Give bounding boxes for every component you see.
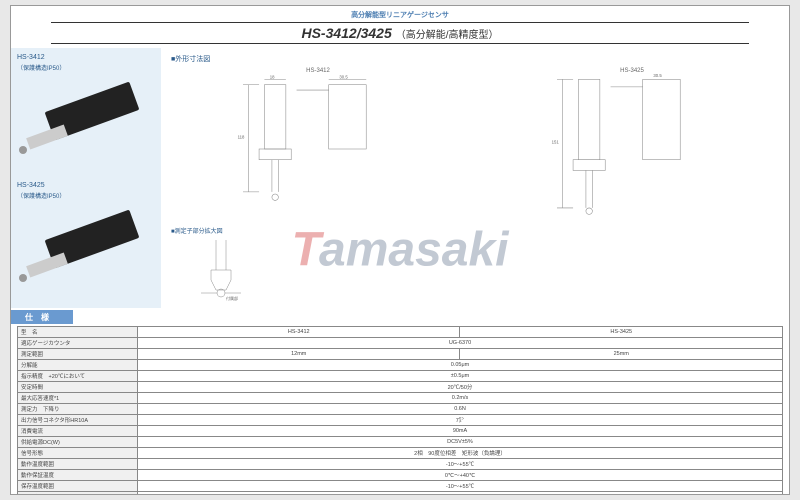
tech-drawing-1: 118 18 30.5: [171, 74, 465, 224]
svg-text:18: 18: [270, 74, 275, 79]
spec-row: 最大応答速度*10.2m/s: [18, 393, 783, 404]
header: 高分解能型リニアゲージセンサ HS-3412/3425 （高分解能/高精度型）: [11, 6, 789, 48]
sensor-photo-1: [17, 76, 147, 176]
title-sub: （高分解能/高精度型）: [396, 26, 499, 41]
diagram-hs3425: HS-3425 151 30.5: [485, 68, 779, 218]
spec-row: 型 名HS-3412HS-3425: [18, 327, 783, 338]
spec-row: 動作保証温度0℃～+40℃: [18, 470, 783, 481]
spec-row: 適応ゲージカウンタUG-6370: [18, 338, 783, 349]
spec-row: 保存温度範囲-10～+55℃: [18, 481, 783, 492]
left-column: HS-3412 （保護構造IP50） HS-3425 （保護構造IP50）: [11, 48, 161, 308]
spec-row: 安定時間20℃/50分: [18, 382, 783, 393]
model1-label: HS-3412: [17, 54, 155, 61]
outline-diagrams: HS-3412 118 18 30.5: [171, 68, 779, 218]
model1-sub: （保護構造IP50）: [17, 63, 155, 72]
spec-row: 消費電流90mA: [18, 426, 783, 437]
spec-row: 動作温度範囲-10～+55℃: [18, 459, 783, 470]
spec-row: 指示精度 +20℃において±0.5μm: [18, 371, 783, 382]
sensor-photo-2: [17, 204, 147, 304]
datasheet-page: 高分解能型リニアゲージセンサ HS-3412/3425 （高分解能/高精度型） …: [10, 5, 790, 495]
model2-sub: （保護構造IP50）: [17, 191, 155, 200]
header-subtitle: 高分解能型リニアゲージセンサ: [11, 10, 789, 20]
spec-row: 分解能0.05μm: [18, 360, 783, 371]
content-row: HS-3412 （保護構造IP50） HS-3425 （保護構造IP50） ■外…: [11, 48, 789, 308]
spec-row: 測定範囲12mm25mm: [18, 349, 783, 360]
outline-drawing-label: ■外形寸法図: [171, 54, 779, 64]
detail-diagram: 付属部: [171, 235, 271, 305]
spec-section-header: 仕 様: [11, 310, 789, 324]
svg-text:118: 118: [238, 134, 245, 139]
svg-text:30.5: 30.5: [653, 74, 662, 78]
spec-row: 供給電源DC(W)DC5V±5%: [18, 437, 783, 448]
model2-label: HS-3425: [17, 182, 155, 189]
title-line: HS-3412/3425 （高分解能/高精度型）: [51, 22, 749, 44]
diagram-hs3412: HS-3412 118 18 30.5: [171, 68, 465, 218]
title-main: HS-3412/3425: [301, 25, 391, 41]
tech-drawing-2: 151 30.5: [485, 74, 779, 224]
spec-header-label: 仕 様: [21, 311, 63, 324]
svg-text:151: 151: [552, 140, 560, 145]
spec-row: 測定力 下降り0.6N: [18, 404, 783, 415]
spec-row: ケーブル約2m: [18, 492, 783, 496]
spec-table: 型 名HS-3412HS-3425適応ゲージカウンタUG-6370測定範囲12m…: [17, 326, 783, 495]
svg-text:付属部: 付属部: [226, 295, 238, 301]
spec-row: 出力信号コネクタ形HR10A7㌢: [18, 415, 783, 426]
right-column: ■外形寸法図 HS-3412 118: [161, 48, 789, 308]
spec-row: 信号形態2相 90度位相差 矩形波（負論理）: [18, 448, 783, 459]
svg-text:30.5: 30.5: [339, 74, 348, 79]
